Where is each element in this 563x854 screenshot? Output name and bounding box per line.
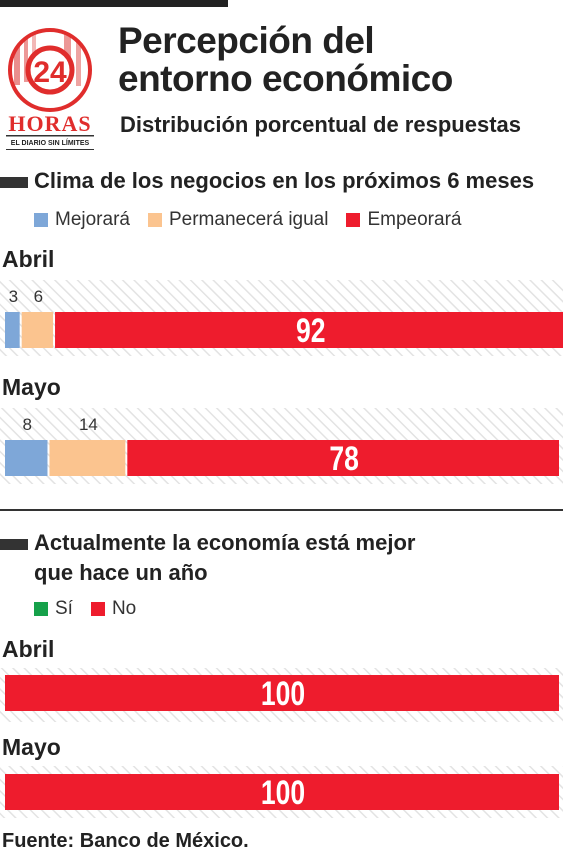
legend-swatch-no <box>90 602 105 616</box>
section-2-title: Actualmente la economía está mejor que h… <box>34 528 415 588</box>
title-line-2: entorno económico <box>118 58 453 99</box>
source-note: Fuente: Banco de México. <box>2 830 249 852</box>
chart-2-category-abril: Abril <box>2 636 55 662</box>
legend-label-empeorara: Empeorará <box>367 209 462 230</box>
page-title: Percepción del entorno económico <box>118 22 453 98</box>
bar-abril-mejorar <box>5 312 20 348</box>
section-2-marker <box>0 539 28 550</box>
logo-number: 24 <box>33 56 67 89</box>
section-1-legend: Mejorará Permanecerá igual Empeorará <box>34 209 479 231</box>
brand-logo: 24 HORAS EL DIARIO SIN LÍMITES <box>6 28 94 150</box>
data-label: 3 <box>9 287 18 306</box>
legend-swatch-permanecera <box>147 213 162 227</box>
logo-word: HORAS <box>8 111 91 136</box>
title-line-1: Percepción del <box>118 20 375 61</box>
bar-abril-no <box>5 675 559 711</box>
data-label: 78 <box>329 440 359 478</box>
bar-mayo-no <box>5 774 559 810</box>
legend-label-si: Sí <box>55 598 73 619</box>
data-label: 8 <box>23 415 32 434</box>
data-label: 100 <box>261 774 305 812</box>
bar-abril-empeorar <box>55 312 563 348</box>
section-2-title-line-1: Actualmente la economía está mejor <box>34 530 416 555</box>
chart-1-category-abril: Abril <box>2 246 55 272</box>
logo-tagline: EL DIARIO SIN LÍMITES <box>11 138 90 147</box>
bar-mayo-empeorar <box>127 440 559 476</box>
legend-item-mejorara: Mejorará <box>34 209 130 231</box>
legend-label-permanecera: Permanecerá igual <box>168 209 329 230</box>
data-label: 100 <box>261 675 305 713</box>
section-2-legend: Sí No <box>34 598 154 620</box>
data-label: 6 <box>34 287 43 306</box>
legend-label-no: No <box>111 598 137 619</box>
chart-2-category-mayo: Mayo <box>2 734 61 760</box>
legend-swatch-mejorara <box>34 213 48 227</box>
bar-mayo-permanecerigual <box>49 440 126 476</box>
legend-item-no: No <box>90 598 137 620</box>
section-2-title-line-2: que hace un año <box>34 560 208 585</box>
legend-item-empeorara: Empeorará <box>346 209 461 231</box>
legend-item-permanecera: Permanecerá igual <box>147 209 329 231</box>
data-label: 92 <box>296 312 326 350</box>
chart-1-category-mayo: Mayo <box>2 374 61 400</box>
legend-swatch-empeorara <box>346 213 361 227</box>
data-label: 14 <box>79 415 98 434</box>
section-divider <box>0 509 563 511</box>
legend-item-si: Sí <box>34 598 73 620</box>
section-1-marker <box>0 177 28 188</box>
bar-mayo-mejorar <box>5 440 48 476</box>
section-1-title: Clima de los negocios en los próximos 6 … <box>34 168 535 193</box>
page-subtitle: Distribución porcentual de respuestas <box>120 112 521 137</box>
legend-label-mejorara: Mejorará <box>55 209 130 230</box>
top-rule <box>0 0 228 7</box>
bar-abril-permanecerigual <box>21 312 54 348</box>
legend-swatch-si <box>34 602 48 616</box>
